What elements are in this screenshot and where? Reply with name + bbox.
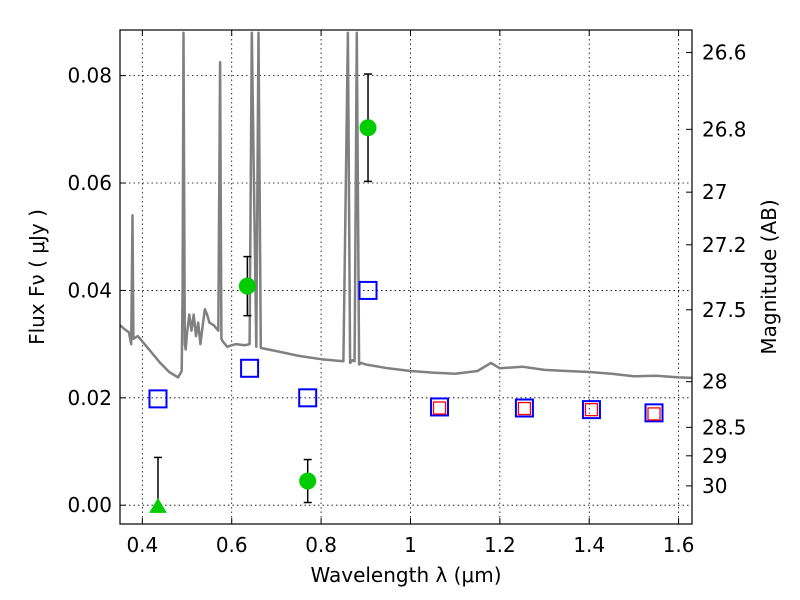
y-tick-label: 0.06 [67, 171, 112, 195]
x-tick-label: 1 [404, 533, 417, 557]
right-tick-label: 28.5 [702, 415, 747, 439]
model-square-marker [358, 280, 378, 300]
model-square-marker [644, 403, 664, 423]
model-square-marker [240, 358, 260, 378]
x-tick-label: 0.4 [126, 533, 158, 557]
plot-frame [119, 29, 693, 525]
right-tick-label: 29 [702, 444, 727, 468]
model-spectrum-line [120, 31, 692, 380]
y-tick-label: 0.02 [67, 386, 112, 410]
x-tick-label: 1.2 [484, 533, 516, 557]
y-tick-label: 0.04 [67, 278, 112, 302]
model-square-marker [581, 400, 601, 420]
plot-data [120, 31, 692, 513]
right-tick-label: 26.6 [702, 41, 747, 65]
axes: 0.4 0.6 0.8 1 1.2 1.4 1.6 0.00 0.02 0.04 0.06 0.08 2… [67, 30, 747, 557]
right-tick-label: 27 [702, 180, 727, 204]
observed-inner-square-marker [517, 401, 532, 416]
y-axis-label-right: Magnitude (AB) [757, 199, 781, 354]
x-tick-label: 0.6 [216, 533, 248, 557]
x-axis-label: Wavelength λ (μm) [310, 563, 501, 587]
right-tick-label: 30 [702, 474, 727, 498]
model-square-marker [430, 397, 450, 417]
model-square-marker [148, 389, 168, 409]
observed-flux-marker [299, 472, 317, 490]
observed-flux-marker [238, 277, 256, 295]
grid [120, 30, 692, 524]
upper-limit-triangle-marker [149, 497, 167, 513]
x-tick-label: 0.8 [305, 533, 337, 557]
y-axis-label-left: Flux Fν ( μJy ) [25, 209, 49, 345]
observed-inner-square-marker [584, 402, 599, 417]
x-tick-label: 1.4 [573, 533, 605, 557]
right-tick-label: 28 [702, 370, 727, 394]
observed-flux-marker [359, 119, 377, 137]
observed-inner-square-marker [647, 407, 661, 421]
x-tick-label: 1.6 [663, 533, 695, 557]
right-tick-label: 27.2 [702, 233, 747, 257]
model-square-marker [514, 398, 534, 418]
observed-inner-square-marker [432, 401, 447, 415]
right-tick-label: 27.5 [702, 298, 747, 322]
right-tick-label: 26.8 [702, 117, 747, 141]
y-tick-label: 0.08 [67, 64, 112, 88]
model-square-marker [298, 388, 318, 408]
y-tick-label: 0.00 [67, 493, 112, 517]
